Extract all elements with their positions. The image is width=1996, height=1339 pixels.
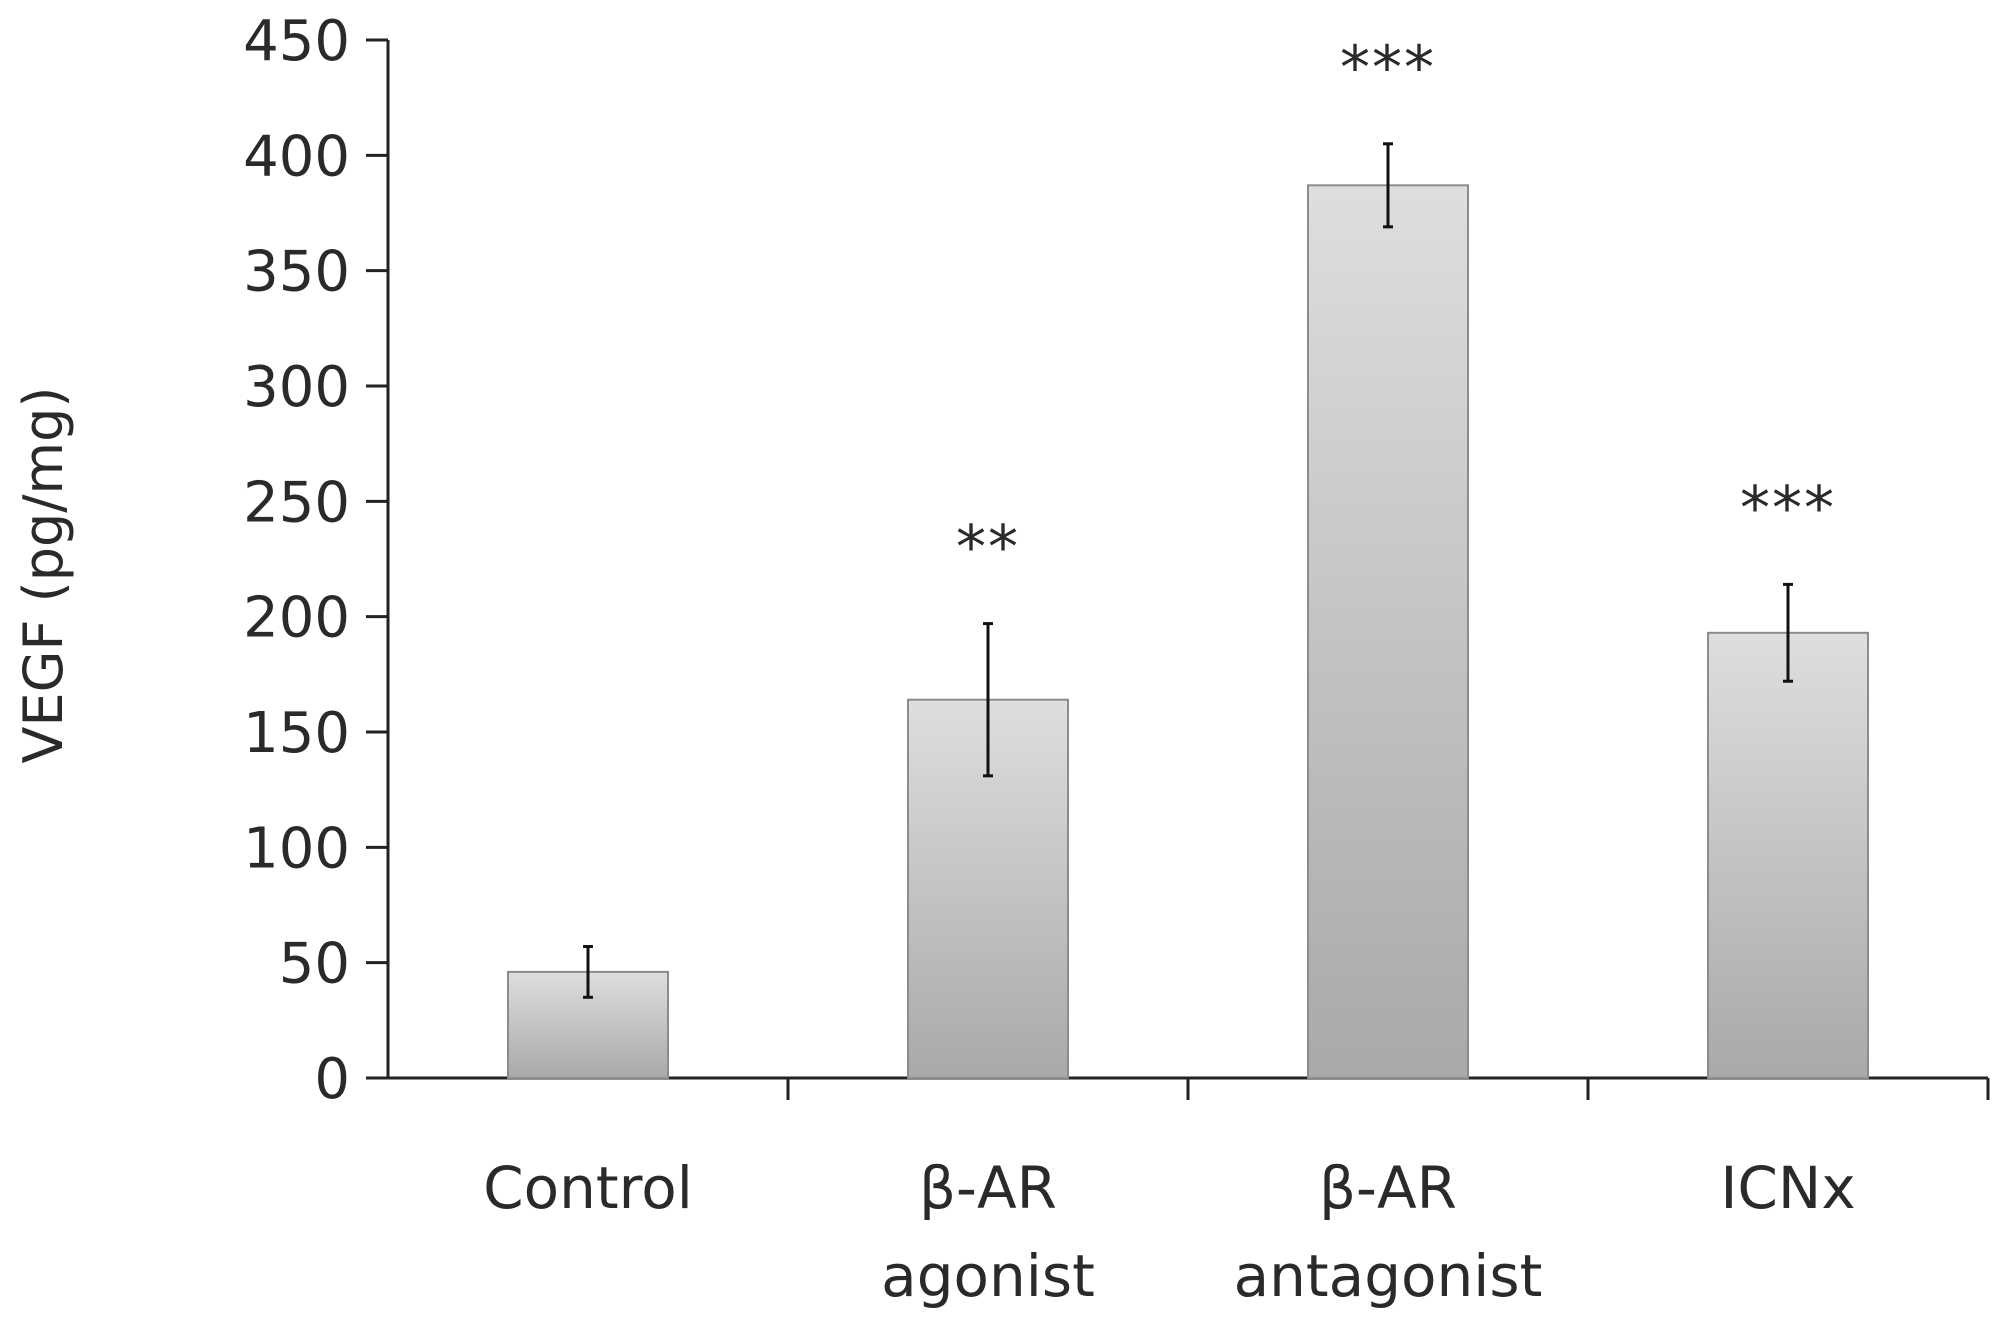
y-axis-title: VEGF (pg/mg): [12, 387, 75, 764]
bar: [1307, 184, 1469, 1079]
significance-marker: **: [956, 513, 1020, 583]
y-tick-label: 50: [279, 932, 350, 997]
y-tick-label: 350: [243, 240, 350, 305]
x-category-label: antagonist: [1234, 1242, 1543, 1310]
x-category-label: β-AR: [919, 1154, 1057, 1222]
y-tick-label: 0: [314, 1047, 350, 1112]
y-tick-label: 450: [243, 9, 350, 74]
x-category-label: Control: [483, 1154, 693, 1222]
bar: [1707, 631, 1869, 1080]
y-tick-label: 100: [243, 816, 350, 881]
x-category-label: ICNx: [1720, 1154, 1855, 1222]
y-tick-label: 300: [243, 355, 350, 420]
x-category-label: β-AR: [1319, 1154, 1457, 1222]
significance-marker: ***: [1740, 473, 1836, 543]
y-tick-label: 400: [243, 124, 350, 189]
y-tick-label: 250: [243, 470, 350, 535]
y-tick-label: 200: [243, 586, 350, 651]
plot-area: 0 50 100 150 200 250 300 350 400 450 Control ** β-AR…: [243, 9, 1990, 1310]
bar: [507, 970, 669, 1079]
significance-marker: ***: [1340, 33, 1436, 103]
x-category-label: agonist: [881, 1242, 1095, 1310]
y-tick-label: 150: [243, 701, 350, 766]
